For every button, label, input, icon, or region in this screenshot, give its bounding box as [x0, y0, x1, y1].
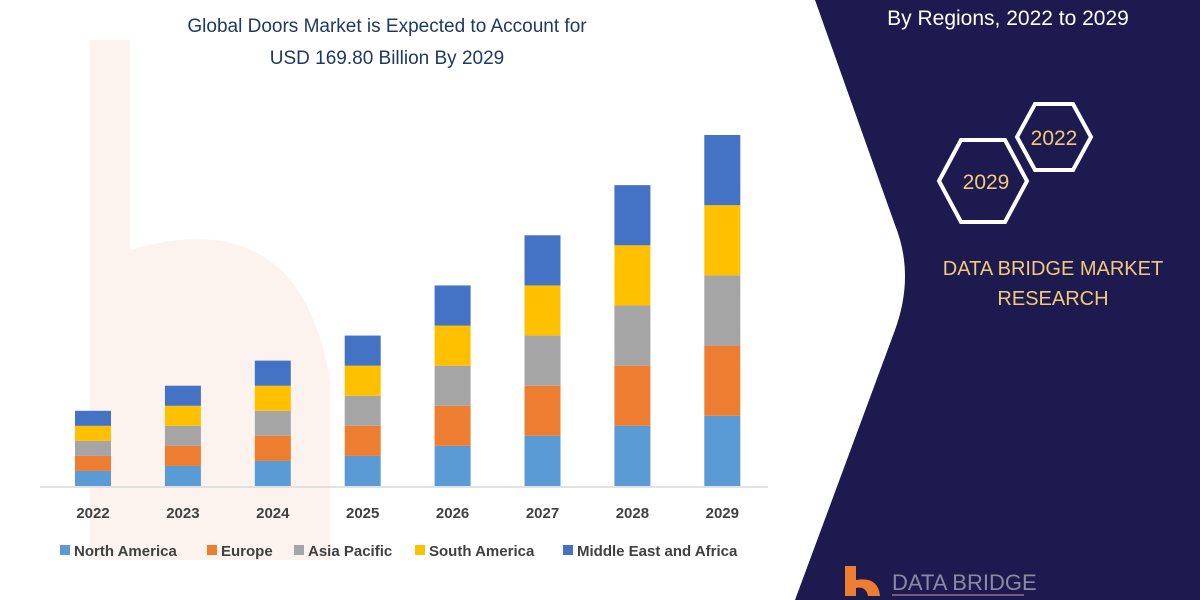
bar-segment-2023-2	[164, 425, 201, 446]
logo-text: DATA BRIDGE	[892, 570, 1037, 595]
bar-segment-2025-3	[344, 365, 381, 396]
bar-segment-2029-0	[704, 415, 741, 486]
legend-label: Asia Pacific	[308, 543, 392, 560]
bar-segment-2023-1	[164, 445, 201, 466]
brand-line-1: DATA BRIDGE MARKET	[943, 258, 1163, 280]
bar-segment-2027-0	[524, 435, 561, 486]
bar-segment-2029-3	[704, 205, 741, 276]
panel-heading: By Regions, 2022 to 2029	[887, 7, 1129, 30]
bar-segment-2029-1	[704, 345, 741, 416]
bar-segment-2026-0	[434, 445, 471, 486]
bar-segment-2022-0	[75, 470, 111, 486]
bar-segment-2025-2	[344, 395, 381, 426]
x-tick-label: 2025	[346, 505, 379, 522]
legend-swatch	[294, 545, 304, 555]
bar-segment-2022-2	[75, 440, 111, 456]
bars	[75, 135, 741, 486]
hexagon-2029	[936, 138, 1030, 224]
bar-segment-2029-2	[704, 275, 741, 346]
x-tick-label: 2029	[706, 505, 739, 522]
bar-segment-2027-2	[524, 335, 561, 386]
hex-year-2022: 2022	[1031, 127, 1078, 150]
bar-segment-2026-2	[434, 365, 471, 406]
legend-swatch	[207, 545, 217, 555]
chart-subtitle: USD 169.80 Billion By 2029	[270, 48, 504, 69]
bar-segment-2028-1	[614, 365, 651, 426]
x-tick-label: 2024	[256, 505, 290, 522]
bar-segment-2023-4	[164, 385, 201, 406]
x-tick-label: 2026	[436, 505, 469, 522]
footer-logo: DATA BRIDGE	[845, 566, 1037, 596]
bar-segment-2024-3	[254, 385, 291, 411]
bar-segment-2027-1	[524, 385, 561, 436]
brand-line-2: RESEARCH	[997, 288, 1108, 310]
logo-underline	[892, 594, 1024, 596]
legend-swatch	[563, 545, 573, 555]
hexagon-2022	[1014, 102, 1094, 172]
legend-label: North America	[74, 543, 177, 560]
legend-label: Middle East and Africa	[577, 543, 738, 560]
bar-segment-2026-3	[434, 325, 471, 366]
bar-segment-2025-1	[344, 425, 381, 456]
logo-b-icon	[845, 566, 880, 596]
bar-segment-2024-2	[254, 410, 291, 436]
bar-segment-2025-4	[344, 335, 381, 366]
bar-segment-2023-0	[164, 465, 201, 486]
bar-segment-2022-3	[75, 425, 111, 441]
bar-segment-2026-4	[434, 285, 471, 326]
right-panel	[795, 0, 1200, 600]
x-tick-label: 2027	[526, 505, 559, 522]
bar-segment-2028-4	[614, 185, 651, 246]
bar-segment-2022-4	[75, 410, 111, 426]
bar-segment-2027-3	[524, 285, 561, 336]
x-tick-label: 2022	[76, 505, 109, 522]
x-ticks: 2022 2023 2024 2025 2026 2027 2028 2029	[76, 505, 739, 522]
bar-segment-2023-3	[164, 405, 201, 426]
bar-segment-2027-4	[524, 235, 561, 286]
legend-label: South America	[429, 543, 535, 560]
chart-title: Global Doors Market is Expected to Accou…	[187, 16, 587, 37]
bar-segment-2024-1	[254, 435, 291, 461]
bar-segment-2025-0	[344, 455, 381, 486]
bar-segment-2029-4	[704, 135, 741, 206]
legend-swatch	[415, 545, 425, 555]
bar-segment-2026-1	[434, 405, 471, 446]
hex-year-2029: 2029	[963, 171, 1010, 194]
bar-segment-2022-1	[75, 455, 111, 471]
bar-segment-2028-3	[614, 245, 651, 306]
legend-swatch	[60, 545, 70, 555]
bar-segment-2024-0	[254, 460, 291, 486]
bar-segment-2028-2	[614, 305, 651, 366]
bar-segment-2024-4	[254, 360, 291, 386]
legend: North America Europe Asia Pacific South Ame…	[60, 543, 738, 560]
x-tick-label: 2028	[616, 505, 649, 522]
x-tick-label: 2023	[166, 505, 199, 522]
bar-segment-2028-0	[614, 425, 651, 486]
watermark-logo	[90, 40, 330, 560]
legend-label: Europe	[221, 543, 273, 560]
